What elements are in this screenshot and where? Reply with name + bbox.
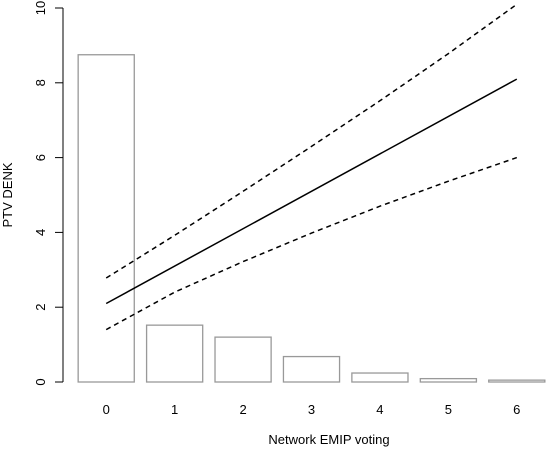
bar-4 [351, 372, 409, 383]
y-tick-label: 6 [33, 154, 48, 161]
x-tick-label: 4 [376, 402, 383, 417]
y-axis: 0 2 4 6 8 10 [33, 1, 64, 386]
bar-0 [77, 54, 135, 383]
x-axis-title: Network EMIP voting [268, 432, 389, 447]
y-tick-label: 8 [33, 79, 48, 86]
y-tick-label: 4 [33, 229, 48, 236]
bar-1 [145, 324, 204, 383]
y-tick-label: 0 [33, 378, 48, 385]
bar-5 [419, 377, 478, 383]
x-tick-label: 3 [308, 402, 315, 417]
y-tick-label: 10 [33, 1, 48, 15]
bar-3 [282, 355, 341, 383]
bar-2 [214, 336, 272, 383]
x-tick-label: 2 [239, 402, 246, 417]
fit-line [105, 78, 518, 305]
bars-layer [77, 54, 546, 383]
x-axis: 0 1 2 3 4 5 6 [103, 402, 521, 417]
x-tick-label: 5 [445, 402, 452, 417]
y-tick-label: 2 [33, 304, 48, 311]
x-tick-label: 0 [103, 402, 110, 417]
bar-6 [488, 379, 546, 383]
ci-line-1 [105, 3, 518, 279]
y-axis-title: PTV DENK [0, 162, 15, 227]
x-tick-label: 1 [171, 402, 178, 417]
x-tick-label: 6 [513, 402, 520, 417]
lines-layer [105, 3, 518, 331]
ci-line-2 [105, 156, 518, 331]
